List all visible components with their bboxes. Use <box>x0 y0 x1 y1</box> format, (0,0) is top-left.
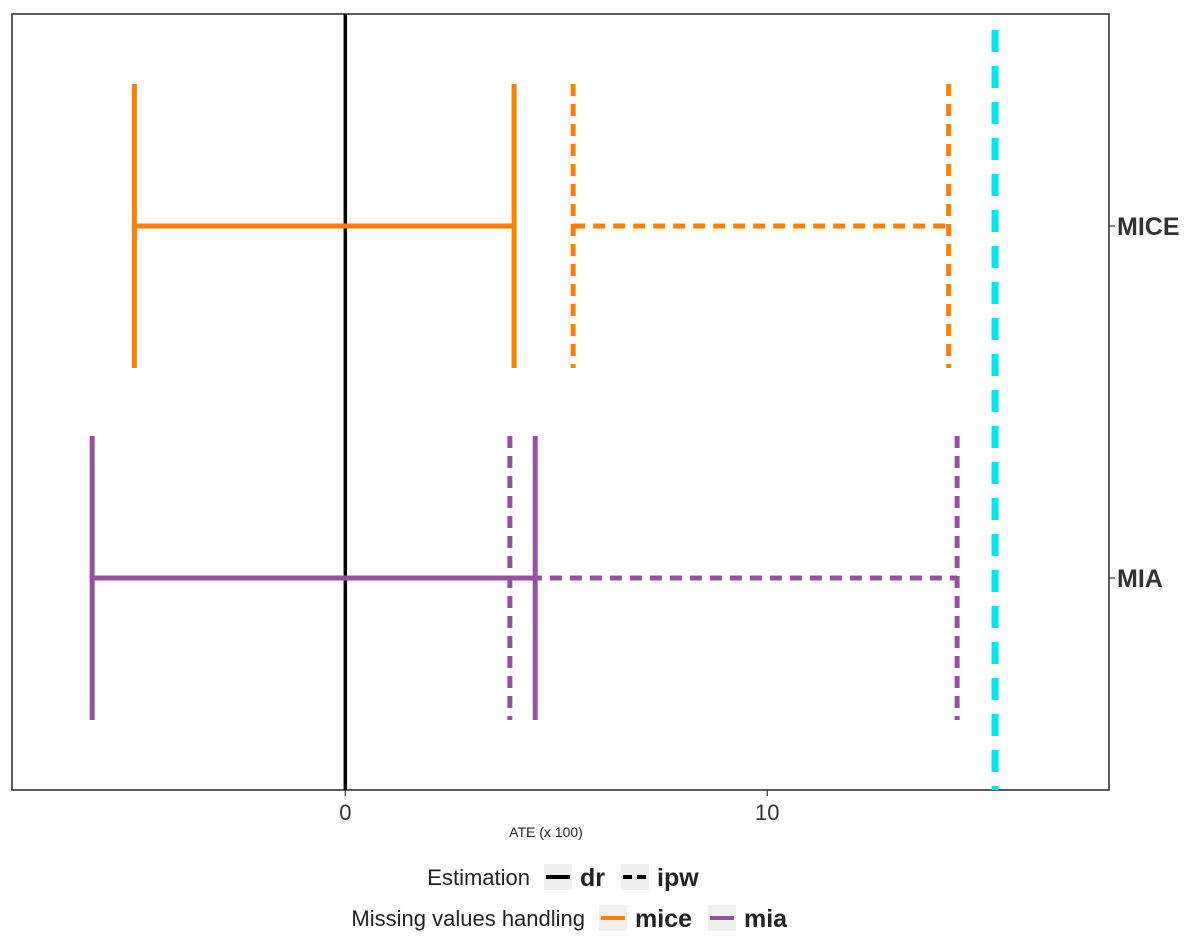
legend-label-dr: dr <box>580 864 605 892</box>
legend-title-1: Missing values handling <box>351 906 585 931</box>
x-tick-label-1: 10 <box>755 800 779 825</box>
x-axis-label: ATE (x 100) <box>509 824 583 840</box>
plot-panel <box>11 13 1110 791</box>
legend-label-mia: mia <box>744 905 788 933</box>
x-tick-label-0: 0 <box>339 800 351 825</box>
y-tick-label-mia: MIA <box>1117 565 1163 593</box>
legend-title-0: Estimation <box>427 865 530 890</box>
legend-label-mice: mice <box>635 905 692 933</box>
y-tick-label-mice: MICE <box>1117 213 1180 241</box>
legend-label-ipw: ipw <box>657 864 699 892</box>
